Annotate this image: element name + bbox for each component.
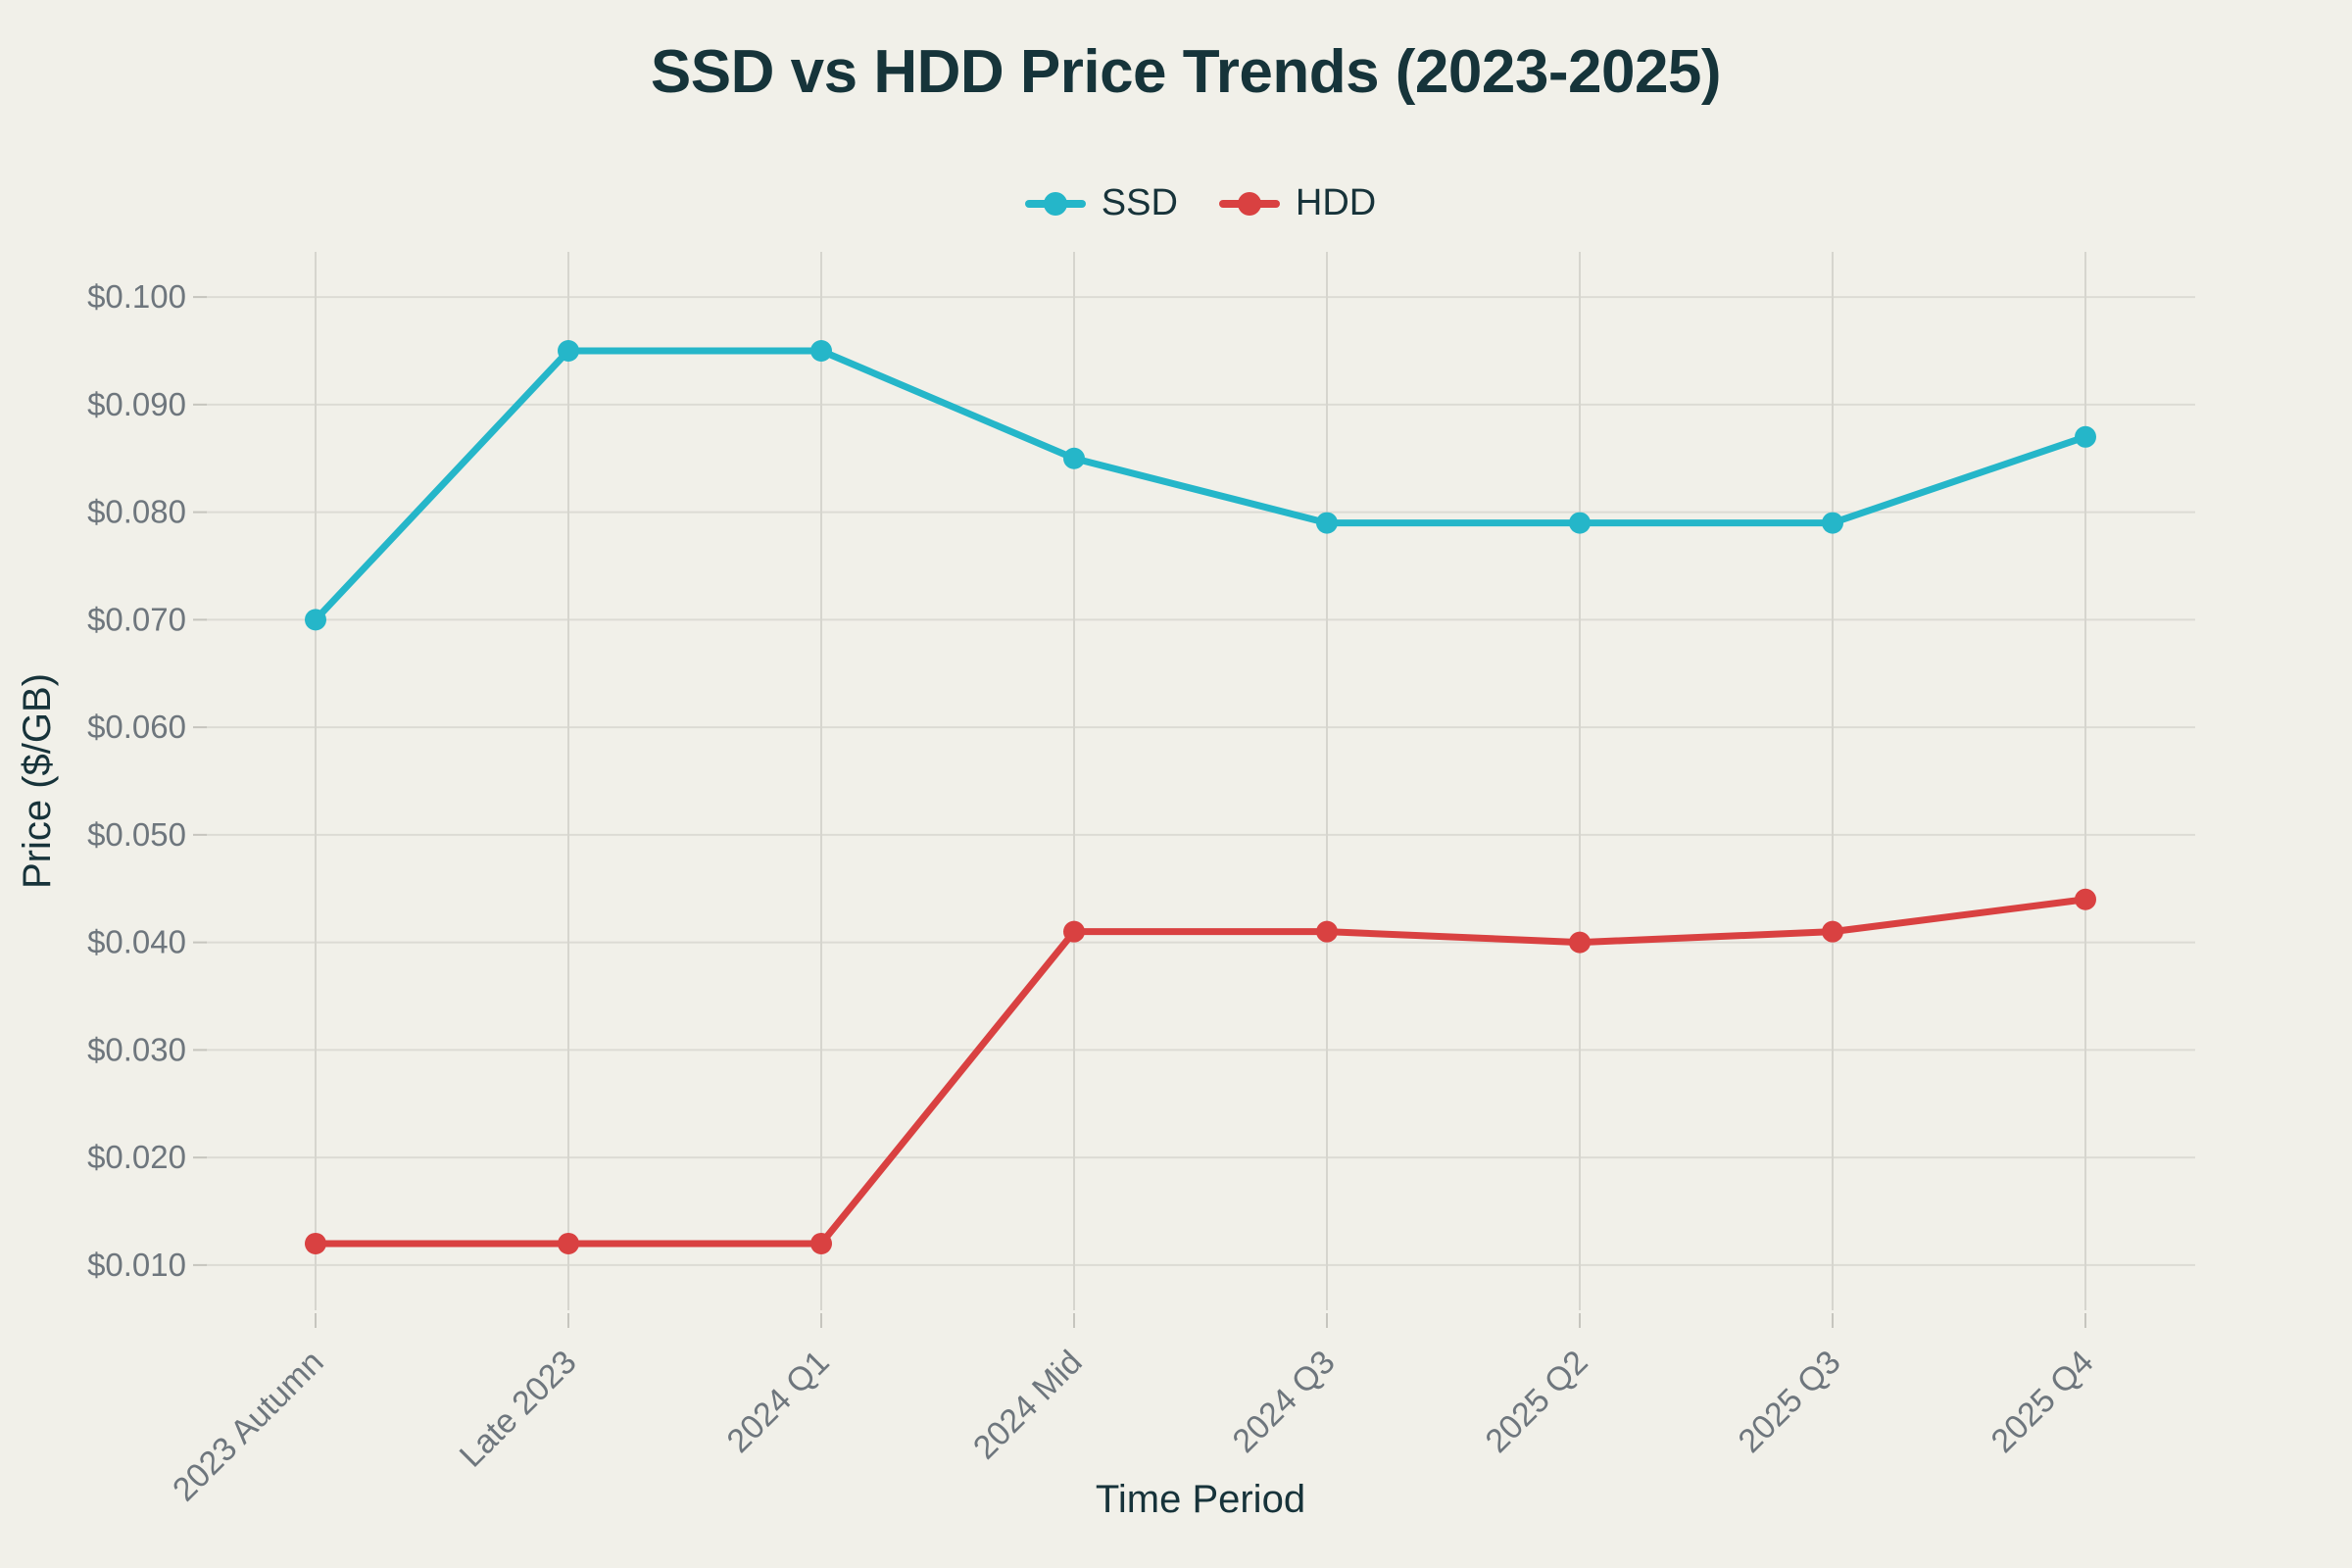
x-tick-label: 2024 Mid bbox=[966, 1344, 1090, 1467]
y-tick-label: $0.050 bbox=[87, 816, 186, 853]
hdd-data-point bbox=[2075, 888, 2096, 910]
legend-label-ssd: SSD bbox=[1101, 182, 1178, 223]
y-tick-label: $0.040 bbox=[87, 924, 186, 960]
x-tick-label: 2025 Q3 bbox=[1732, 1344, 1848, 1460]
y-tick-label: $0.030 bbox=[87, 1031, 186, 1067]
chart-title: SSD vs HDD Price Trends (2023-2025) bbox=[650, 38, 1722, 106]
hdd-data-point bbox=[1316, 920, 1338, 943]
y-tick-label: $0.090 bbox=[87, 386, 186, 422]
ssd-data-point bbox=[1316, 512, 1338, 534]
hdd-line bbox=[312, 896, 2089, 1248]
legend-label-hdd: HDD bbox=[1295, 182, 1377, 223]
ssd-data-point bbox=[2075, 425, 2096, 448]
ssd-data-point bbox=[810, 339, 832, 362]
ssd-data-point bbox=[1822, 512, 1843, 534]
ssd-line bbox=[312, 347, 2089, 623]
hdd-data-point bbox=[305, 1232, 326, 1254]
x-tick-label: 2025 Q4 bbox=[1984, 1344, 2101, 1460]
hdd-series-swatch-icon bbox=[1218, 191, 1280, 216]
y-axis-title: Price ($/GB) bbox=[16, 672, 59, 890]
ssd-data-point bbox=[305, 609, 326, 631]
hdd-data-point bbox=[1569, 931, 1591, 954]
y-tick-label: $0.020 bbox=[87, 1139, 186, 1175]
x-tick-label: 2024 Q1 bbox=[720, 1344, 837, 1460]
ssd-data-point bbox=[558, 339, 579, 362]
x-tick-label: 2024 Q3 bbox=[1226, 1344, 1343, 1460]
ssd-data-point bbox=[1569, 512, 1591, 534]
hdd-data-point bbox=[1063, 920, 1085, 943]
hdd-data-point bbox=[558, 1232, 579, 1254]
y-tick-label: $0.070 bbox=[87, 601, 186, 637]
ssd-data-point bbox=[1063, 447, 1085, 469]
hdd-data-point bbox=[810, 1232, 832, 1254]
y-tick-label: $0.010 bbox=[87, 1247, 186, 1283]
hdd-data-point bbox=[1822, 920, 1843, 943]
y-tick-label: $0.100 bbox=[87, 278, 186, 315]
y-tick-label: $0.080 bbox=[87, 494, 186, 530]
y-tick-label: $0.060 bbox=[87, 709, 186, 745]
legend-item-hdd[interactable]: HDD bbox=[1218, 182, 1377, 224]
legend-item-ssd[interactable]: SSD bbox=[1024, 182, 1178, 224]
ssd-series-swatch-icon bbox=[1024, 191, 1086, 216]
x-tick-label: 2025 Q2 bbox=[1479, 1344, 1595, 1460]
x-tick-label: Late 2023 bbox=[453, 1344, 584, 1475]
x-axis-title: Time Period bbox=[1095, 1478, 1306, 1521]
legend: SSD HDD bbox=[206, 182, 2195, 224]
